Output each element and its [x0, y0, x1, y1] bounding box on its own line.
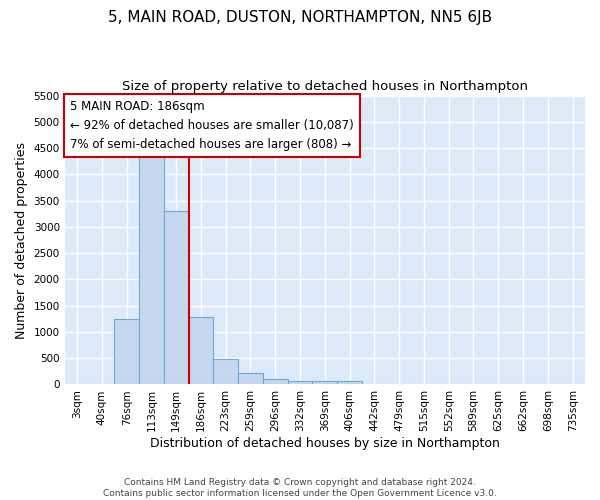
Text: Contains HM Land Registry data © Crown copyright and database right 2024.
Contai: Contains HM Land Registry data © Crown c…	[103, 478, 497, 498]
Bar	[188, 317, 214, 384]
Bar	[214, 359, 238, 384]
Bar	[337, 382, 362, 384]
Bar	[114, 319, 139, 384]
Text: 5, MAIN ROAD, DUSTON, NORTHAMPTON, NN5 6JB: 5, MAIN ROAD, DUSTON, NORTHAMPTON, NN5 6…	[108, 10, 492, 25]
Bar	[139, 156, 164, 384]
Title: Size of property relative to detached houses in Northampton: Size of property relative to detached ho…	[122, 80, 528, 93]
Bar	[164, 211, 188, 384]
X-axis label: Distribution of detached houses by size in Northampton: Distribution of detached houses by size …	[150, 437, 500, 450]
Text: 5 MAIN ROAD: 186sqm
← 92% of detached houses are smaller (10,087)
7% of semi-det: 5 MAIN ROAD: 186sqm ← 92% of detached ho…	[70, 100, 353, 151]
Bar	[287, 380, 313, 384]
Bar	[313, 382, 337, 384]
Bar	[238, 373, 263, 384]
Bar	[263, 379, 287, 384]
Y-axis label: Number of detached properties: Number of detached properties	[15, 142, 28, 338]
